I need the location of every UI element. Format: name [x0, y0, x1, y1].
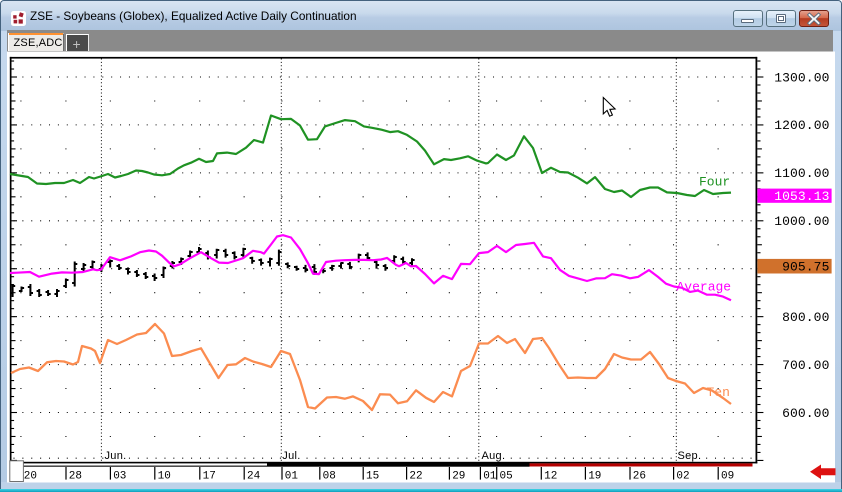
svg-text:Ten: Ten [707, 385, 730, 400]
svg-text:22: 22 [409, 471, 422, 483]
svg-text:01: 01 [483, 471, 497, 483]
svg-text:1053.13: 1053.13 [774, 189, 829, 204]
svg-text:26: 26 [633, 471, 646, 483]
svg-text:1200.00: 1200.00 [774, 118, 829, 133]
svg-text:Jul.: Jul. [282, 450, 300, 462]
svg-text:600.00: 600.00 [782, 406, 829, 421]
svg-text:800.00: 800.00 [782, 310, 829, 325]
svg-text:905.75: 905.75 [782, 259, 829, 274]
svg-text:1100.00: 1100.00 [774, 166, 829, 181]
svg-text:24: 24 [247, 471, 261, 483]
svg-text:02: 02 [676, 471, 689, 483]
svg-text:1000.00: 1000.00 [774, 214, 829, 229]
svg-text:20: 20 [24, 471, 37, 483]
svg-text:Aug.: Aug. [482, 450, 506, 462]
svg-text:1300.00: 1300.00 [774, 70, 829, 85]
svg-text:10: 10 [158, 471, 171, 483]
svg-text:Four: Four [699, 175, 730, 190]
svg-text:19: 19 [588, 471, 601, 483]
svg-text:09: 09 [721, 471, 734, 483]
svg-text:Jun.: Jun. [105, 450, 127, 462]
svg-text:08: 08 [323, 471, 336, 483]
svg-text:28: 28 [69, 471, 82, 483]
svg-text:03: 03 [113, 471, 126, 483]
svg-text:05: 05 [500, 471, 513, 483]
svg-text:01: 01 [285, 471, 299, 483]
svg-text:29: 29 [452, 471, 465, 483]
svg-text:700.00: 700.00 [782, 358, 829, 373]
svg-text:Sep.: Sep. [678, 450, 702, 462]
svg-text:Average: Average [677, 280, 732, 295]
svg-text:15: 15 [366, 471, 379, 483]
svg-text:17: 17 [203, 471, 216, 483]
svg-text:12: 12 [544, 471, 557, 483]
